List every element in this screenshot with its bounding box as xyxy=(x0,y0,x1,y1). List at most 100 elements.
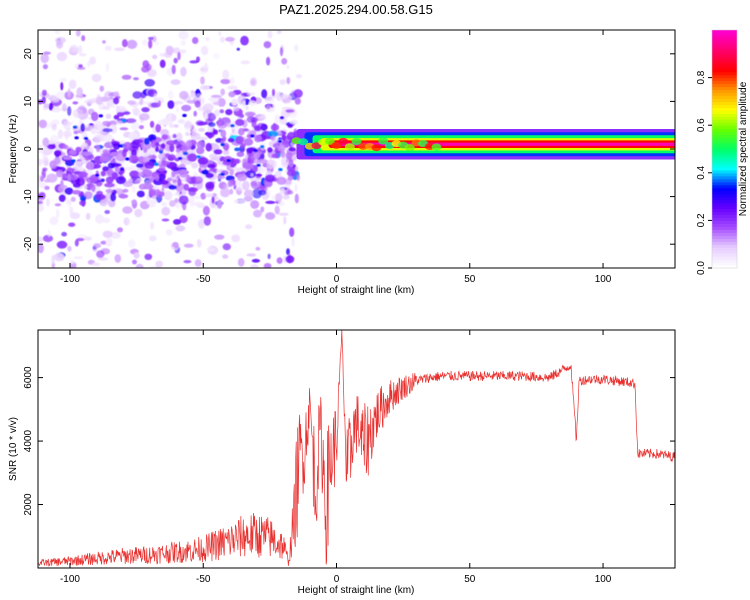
tone-blob xyxy=(378,137,389,145)
heatmap-cell xyxy=(255,173,263,178)
heatmap-cell xyxy=(118,144,123,148)
heatmap-cell xyxy=(261,89,268,99)
heatmap-cell xyxy=(200,76,205,85)
colorbar-segment xyxy=(712,50,737,55)
heatmap-cell xyxy=(276,30,282,34)
heatmap-cell xyxy=(89,56,96,65)
heatmap-cell xyxy=(236,47,240,51)
heatmap-cell xyxy=(87,61,91,68)
colorbar-segment xyxy=(712,175,737,180)
heatmap-cell xyxy=(175,107,179,113)
heatmap-cell xyxy=(246,116,256,123)
heatmap-cell xyxy=(285,255,295,264)
heatmap-cell xyxy=(229,168,234,176)
heatmap-cell xyxy=(242,100,246,109)
heatmap-cell xyxy=(118,194,129,199)
heatmap-cell xyxy=(293,89,303,98)
heatmap-cell xyxy=(226,158,231,163)
heatmap-cell xyxy=(230,124,235,128)
x-tick-label: -50 xyxy=(196,574,211,585)
heatmap-cell xyxy=(172,241,179,248)
colorbar-segment xyxy=(712,98,737,103)
colorbar-segment xyxy=(712,65,737,70)
spectrogram-blobs xyxy=(38,30,303,268)
heatmap-cell xyxy=(154,162,159,166)
heatmap-cell xyxy=(222,254,229,259)
heatmap-cell xyxy=(281,134,286,142)
heatmap-cell xyxy=(48,102,54,111)
heatmap-cell xyxy=(253,152,260,160)
heatmap-cell xyxy=(295,74,303,79)
heatmap-cell xyxy=(59,77,67,83)
heatmap-cell xyxy=(161,218,170,222)
heatmap-cell xyxy=(104,45,112,51)
heatmap-cell xyxy=(275,91,283,101)
colorbar-segment xyxy=(712,71,737,76)
heatmap-cell xyxy=(76,66,86,70)
heatmap-cell xyxy=(270,135,276,141)
colorbar-segment xyxy=(712,196,737,201)
heatmap-cell xyxy=(127,100,137,105)
colorbar-segment xyxy=(712,154,737,159)
heatmap-cell xyxy=(251,258,261,263)
heatmap-cell xyxy=(206,247,215,252)
heatmap-cell xyxy=(38,158,43,166)
colorbar-segment xyxy=(712,211,737,216)
colorbar-segment xyxy=(712,59,737,64)
heatmap-cell xyxy=(83,136,89,140)
y-tick-label: 20 xyxy=(23,48,34,60)
heatmap-cell xyxy=(278,168,283,172)
heatmap-cell xyxy=(162,116,173,126)
colorbar-segment xyxy=(712,253,737,257)
heatmap-cell xyxy=(62,173,67,181)
heatmap-cell xyxy=(79,151,91,156)
heatmap-cell xyxy=(148,39,153,49)
heatmap-cell xyxy=(110,192,116,202)
heatmap-cell xyxy=(147,154,157,160)
heatmap-cell xyxy=(38,200,43,205)
heatmap-cell xyxy=(257,116,267,120)
heatmap-cell xyxy=(100,240,108,245)
heatmap-cell xyxy=(62,103,67,112)
heatmap-cell xyxy=(141,66,150,73)
heatmap-cell xyxy=(178,169,188,178)
heatmap-cell xyxy=(137,150,145,158)
heatmap-cell xyxy=(93,134,102,144)
heatmap-cell xyxy=(232,158,241,164)
heatmap-cell xyxy=(263,263,272,268)
heatmap-cell xyxy=(144,253,153,260)
heatmap-cell xyxy=(179,49,187,54)
heatmap-cell xyxy=(281,106,291,110)
colorbar-segment xyxy=(712,163,737,168)
heatmap-cell xyxy=(187,153,198,162)
heatmap-cell xyxy=(72,161,82,170)
heatmap-cell xyxy=(279,187,286,195)
heatmap-cell xyxy=(267,130,279,138)
heatmap-cell xyxy=(55,40,64,49)
heatmap-cell xyxy=(78,45,83,55)
colorbar-segment xyxy=(712,157,737,162)
heatmap-cell xyxy=(296,174,300,181)
heatmap-cell xyxy=(148,134,157,142)
heatmap-cell xyxy=(67,245,72,252)
heatmap-cell xyxy=(123,217,130,226)
heatmap-cell xyxy=(122,111,131,115)
heatmap-cell xyxy=(250,264,259,268)
heatmap-cell xyxy=(175,225,186,232)
heatmap-cell xyxy=(69,212,81,220)
heatmap-cell xyxy=(141,169,153,177)
colorbar-segment xyxy=(712,38,737,43)
heatmap-cell xyxy=(243,196,253,202)
heatmap-cell xyxy=(43,51,51,55)
heatmap-cell xyxy=(222,161,232,166)
heatmap-cell xyxy=(182,113,187,118)
heatmap-cell xyxy=(274,114,281,124)
snr-panel: -100 -50 0 50 100 2000 4000 6000 Height of stra… xyxy=(8,329,676,596)
heatmap-cell xyxy=(81,35,86,42)
heatmap-cell xyxy=(267,253,271,260)
heatmap-cell xyxy=(105,113,112,120)
heatmap-cell xyxy=(96,250,105,258)
heatmap-cell xyxy=(154,146,160,153)
heatmap-cell xyxy=(81,142,88,148)
